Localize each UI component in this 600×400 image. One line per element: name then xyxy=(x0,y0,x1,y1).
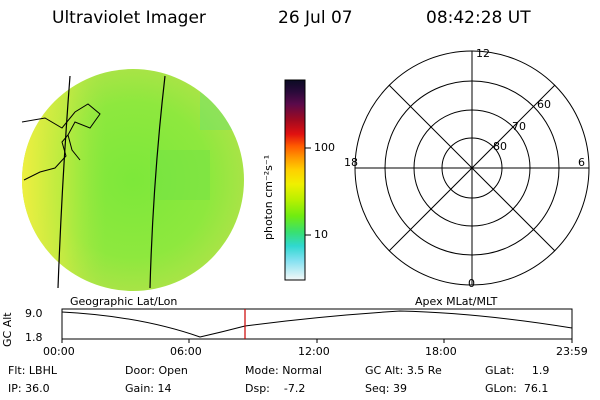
status-gain: Gain: 14 xyxy=(125,382,172,395)
mlat-label-80: 80 xyxy=(493,140,507,153)
status-door: Door: Open xyxy=(125,364,188,377)
status-glon: GLon: 76.1 xyxy=(485,382,549,395)
timeline-xtick-0600: 06:00 xyxy=(170,345,202,358)
timeline-xtick-0000: 00:00 xyxy=(43,345,75,358)
mlt-label-0: 0 xyxy=(468,277,475,290)
status-dsp: Dsp: -7.2 xyxy=(245,382,306,395)
observation-time: 08:42:28 UT xyxy=(426,8,531,28)
mlat-label-60: 60 xyxy=(537,98,551,111)
mlt-label-12: 12 xyxy=(476,47,490,60)
timeline-xtick-2359: 23:59 xyxy=(556,345,588,358)
timeline-right-caption: Apex MLat/MLT xyxy=(415,295,498,308)
app-title: Ultraviolet Imager xyxy=(52,8,206,28)
timeline-xtick-1800: 18:00 xyxy=(425,345,457,358)
mlt-label-18: 18 xyxy=(344,156,358,169)
timeline-ymax: 9.0 xyxy=(25,307,43,320)
status-filter: Flt: LBHL xyxy=(8,364,57,377)
mlat-label-70: 70 xyxy=(512,120,526,133)
colorbar-tick-10: 10 xyxy=(314,228,328,241)
polar-mlat-mlt-grid xyxy=(354,50,590,286)
timeline-ymin: 1.8 xyxy=(25,331,43,344)
timeline-left-caption: Geographic Lat/Lon xyxy=(70,295,178,308)
timeline-xtick-1200: 12:00 xyxy=(298,345,330,358)
observation-date: 26 Jul 07 xyxy=(278,8,353,28)
timeline-y-axis-label: GC Alt xyxy=(1,312,14,347)
status-seq: Seq: 39 xyxy=(365,382,407,395)
status-glat: GLat: 1.9 xyxy=(485,364,550,377)
intensity-colorbar xyxy=(284,79,311,281)
mlt-label-6: 6 xyxy=(578,156,585,169)
colorbar-tick-100: 100 xyxy=(314,141,335,154)
uv-image-disk xyxy=(21,69,244,291)
altitude-timeline xyxy=(61,308,573,343)
status-ip: IP: 36.0 xyxy=(8,382,50,395)
status-mode: Mode: Normal xyxy=(245,364,322,377)
status-gc-alt: GC Alt: 3.5 Re xyxy=(365,364,442,377)
colorbar-unit-label: photon cm⁻²s⁻¹ xyxy=(262,154,275,240)
